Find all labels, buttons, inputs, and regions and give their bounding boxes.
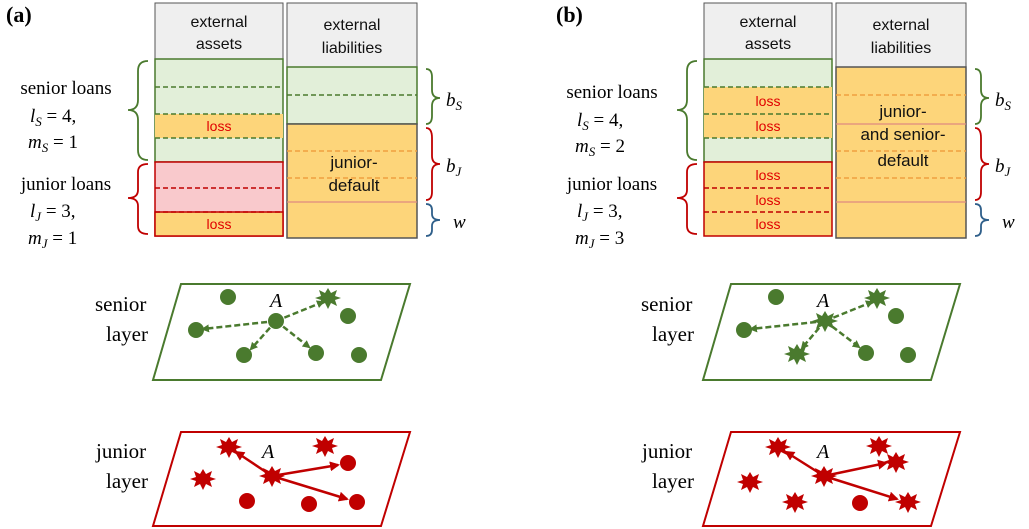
svg-text:senior: senior	[641, 292, 692, 316]
senior-layer: senior layer A	[95, 283, 412, 381]
svg-text:junior: junior	[641, 439, 692, 463]
liabilities-column: junior- and senior- default	[835, 66, 967, 239]
svg-text:lJ = 3,: lJ = 3,	[577, 201, 623, 224]
bS-label: bS	[995, 90, 1012, 113]
w-brace	[974, 203, 990, 237]
assets-column: loss loss loss loss loss	[703, 58, 833, 237]
loss-label: loss	[756, 192, 781, 208]
junior-brace	[676, 163, 698, 235]
loss-label: loss	[207, 118, 232, 134]
svg-text:A: A	[268, 290, 283, 312]
panel-label: (b)	[556, 2, 583, 27]
assets-header-line1: external	[191, 14, 248, 31]
svg-text:layer: layer	[652, 322, 694, 346]
bJ-label: bJ	[995, 156, 1012, 179]
svg-text:junior: junior	[95, 439, 146, 463]
default-text: junior-	[878, 102, 926, 121]
senior-brace	[676, 60, 698, 161]
junior-layer: junior layer A	[95, 431, 412, 527]
svg-text:A: A	[815, 290, 830, 312]
default-text: default	[328, 176, 379, 195]
senior-brace	[127, 60, 149, 161]
junior-layer: junior layer A	[641, 431, 962, 527]
svg-text:layer: layer	[106, 322, 148, 346]
liabilities-header-line2: liabilities	[871, 40, 931, 57]
svg-text:junior loans: junior loans	[566, 174, 657, 195]
assets-header-box	[154, 2, 284, 60]
svg-text:layer: layer	[106, 469, 148, 493]
bJ-brace	[425, 127, 441, 201]
svg-text:senior loans: senior loans	[20, 78, 111, 99]
junior-loans-label: junior loans lJ = 3, mJ = 1	[20, 174, 111, 251]
svg-text:A: A	[260, 441, 275, 463]
svg-text:layer: layer	[652, 469, 694, 493]
default-text: junior-	[329, 153, 377, 172]
bJ-label: bJ	[446, 156, 463, 179]
w-label: w	[453, 212, 466, 233]
liabilities-header-box	[286, 2, 418, 68]
w-label: w	[1002, 212, 1015, 233]
svg-text:mS = 2: mS = 2	[575, 136, 625, 159]
svg-text:mJ = 3: mJ = 3	[575, 228, 624, 251]
svg-text:A: A	[815, 441, 830, 463]
senior-loans-label: senior loans lS = 4, mS = 2	[566, 82, 657, 159]
senior-layer: senior layer A	[641, 283, 962, 381]
bJ-brace	[974, 127, 990, 201]
loss-label: loss	[207, 216, 232, 232]
svg-text:lS = 4,: lS = 4,	[577, 110, 623, 133]
junior-loans-label: junior loans lJ = 3, mJ = 3	[566, 174, 657, 251]
loss-label: loss	[756, 167, 781, 183]
assets-header-line2: assets	[745, 36, 791, 53]
svg-text:senior loans: senior loans	[566, 82, 657, 103]
junior-brace	[127, 163, 149, 235]
assets-header-box	[703, 2, 833, 60]
assets-column: loss loss	[154, 58, 284, 237]
assets-header-line1: external	[740, 14, 797, 31]
liabilities-header-line1: external	[324, 17, 381, 34]
panel-a: (a) external assets external liabilities…	[6, 2, 466, 527]
svg-text:senior: senior	[95, 292, 146, 316]
bS-brace	[974, 68, 990, 125]
liabilities-header-line1: external	[873, 17, 930, 34]
senior-loans-label: senior loans lS = 4, mS = 1	[20, 78, 111, 155]
loss-label: loss	[756, 216, 781, 232]
panel-label: (a)	[6, 2, 32, 27]
assets-header-line2: assets	[196, 36, 242, 53]
default-text: default	[877, 151, 928, 170]
w-brace	[425, 203, 441, 237]
default-text: and senior-	[860, 125, 945, 144]
svg-text:mJ = 1: mJ = 1	[28, 228, 77, 251]
svg-text:lJ = 3,: lJ = 3,	[30, 201, 76, 224]
svg-text:mS = 1: mS = 1	[28, 132, 78, 155]
bS-brace	[425, 68, 441, 125]
svg-text:lS = 4,: lS = 4,	[30, 106, 76, 129]
liabilities-column: junior- default	[286, 66, 418, 239]
liabilities-header-box	[835, 2, 967, 68]
liabilities-header-line2: liabilities	[322, 40, 382, 57]
svg-text:junior loans: junior loans	[20, 174, 111, 195]
loss-label: loss	[756, 118, 781, 134]
bS-label: bS	[446, 90, 463, 113]
loss-label: loss	[756, 93, 781, 109]
panel-b: (b) external assets external liabilities…	[556, 2, 1015, 527]
